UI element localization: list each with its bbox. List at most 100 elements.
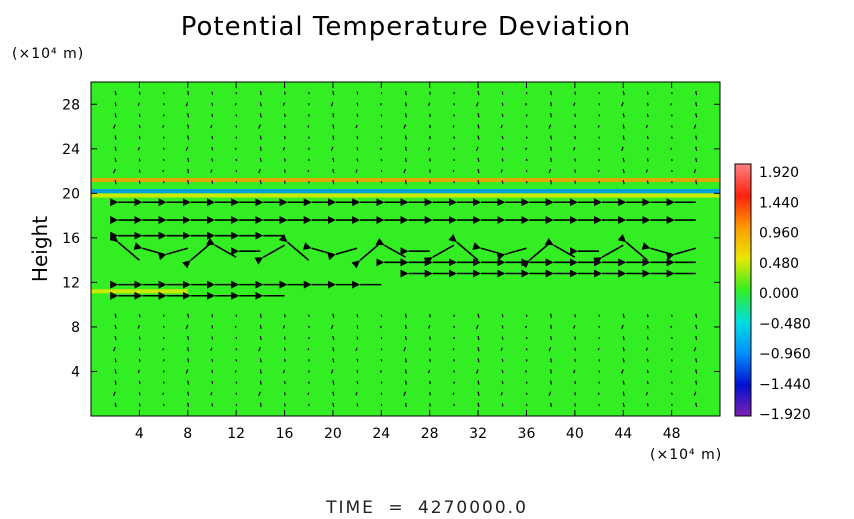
colorbar-label: 0.000 [759, 286, 799, 302]
wind-vector-small [330, 146, 334, 152]
wind-vector-small [550, 402, 553, 407]
wind-vector-small [695, 146, 698, 151]
colorbar-label: 1.440 [759, 195, 799, 211]
colorbar-label: −1.920 [759, 407, 811, 423]
wind-vector-small [211, 147, 214, 151]
wind-vector-small [259, 146, 262, 151]
wind-vector-small [548, 124, 552, 129]
wind-vector-small [429, 347, 431, 351]
wind-vector-small [695, 313, 698, 318]
wind-vector-small [597, 347, 600, 351]
wind-vector-small [574, 158, 577, 162]
wind-vector-small [356, 358, 359, 362]
wind-vector-small [259, 313, 262, 318]
wind-vector-small [138, 124, 141, 129]
wind-vector-small [646, 369, 649, 374]
wind-vector-small [259, 157, 262, 163]
wind-vector-small [404, 113, 407, 118]
time-readout: TIME = 4270000.0 [0, 498, 854, 518]
wind-vector-small [137, 102, 140, 106]
wind-vector-small [573, 147, 576, 151]
wind-vector-small [622, 391, 625, 396]
wind-vector-small [475, 146, 479, 152]
wind-vector-small [574, 91, 577, 95]
wind-vector-small [670, 370, 673, 373]
wind-vector-small [645, 124, 648, 129]
wind-vector-small [500, 392, 503, 396]
wind-vector-small [113, 168, 116, 174]
deviation-band [91, 177, 720, 182]
wind-vector-small [429, 169, 431, 173]
wind-vector-small [403, 124, 407, 129]
wind-vector-small [621, 369, 624, 374]
wind-vector-small [356, 102, 359, 106]
wind-vector [254, 244, 285, 265]
wind-vector-small [114, 146, 117, 151]
wind-vector-small [114, 369, 117, 374]
wind-vector-small [477, 135, 480, 140]
wind-vector-small [646, 358, 649, 362]
wind-vector-small [429, 113, 431, 118]
wind-vector-small [622, 358, 625, 363]
wind-vector-small [622, 313, 625, 318]
wind-vector-small [477, 380, 480, 385]
wind-vector-small [404, 157, 407, 163]
wind-vector [617, 233, 648, 261]
wind-vector-small [646, 158, 649, 162]
wind-vector-small [114, 335, 117, 341]
wind-vector-small [646, 147, 649, 151]
y-tick-label: 8 [71, 320, 80, 336]
wind-vector-small [283, 347, 286, 351]
wind-vector-small [500, 124, 503, 129]
wind-vector-small [211, 91, 214, 95]
wind-vector-small [332, 157, 335, 163]
wind-vector [327, 247, 358, 261]
y-tick-label: 28 [62, 97, 80, 113]
wind-vector-small [332, 313, 335, 318]
wind-vector-small [574, 380, 577, 385]
wind-vector-small [429, 180, 431, 184]
wind-vector-small [282, 147, 286, 151]
wind-vector-small [501, 314, 504, 318]
colorbar-label: −1.440 [759, 377, 811, 393]
chart-title: Potential Temperature Deviation [180, 12, 632, 42]
wind-vector-small [138, 347, 141, 351]
colorbar-label: 0.480 [759, 256, 799, 272]
colorbar-segment [735, 353, 751, 385]
wind-vector-small [501, 113, 504, 118]
deviation-band [91, 193, 720, 198]
wind-vector-small [477, 168, 480, 174]
wind-vector-small [429, 91, 431, 95]
wind-vector-small [429, 314, 431, 318]
wind-vector-small [693, 346, 697, 352]
wind-vector-small [645, 169, 648, 173]
wind-vector-small [332, 347, 335, 352]
wind-vector-small [477, 91, 480, 96]
wind-vector-small [574, 336, 577, 340]
wind-vector-small [332, 358, 335, 363]
wind-vector-small [259, 358, 262, 363]
wind-vector-small [114, 380, 117, 385]
wind-vector-small [187, 335, 190, 341]
wind-vector-small [356, 336, 359, 340]
wind-vector-small [355, 169, 358, 173]
wind-vector-small [452, 125, 455, 128]
wind-vector-small [525, 370, 528, 373]
wind-vector-small [427, 325, 431, 329]
wind-vector-small [332, 180, 335, 185]
wind-vector-small [356, 403, 359, 407]
wind-vector-small [550, 313, 553, 318]
colorbar-label: 0.960 [759, 226, 799, 242]
wind-vector-small [379, 370, 382, 373]
wind-vector-small [187, 113, 190, 118]
wind-vector-small [114, 102, 117, 107]
wind-vector-small [404, 402, 407, 407]
wind-vector-small [259, 113, 262, 118]
wind-vector-small [622, 124, 625, 129]
wind-vector-small [477, 157, 480, 163]
wind-vector-small [404, 358, 407, 363]
colorbar-label: −0.480 [759, 316, 811, 332]
wind-vector-small [211, 325, 214, 329]
